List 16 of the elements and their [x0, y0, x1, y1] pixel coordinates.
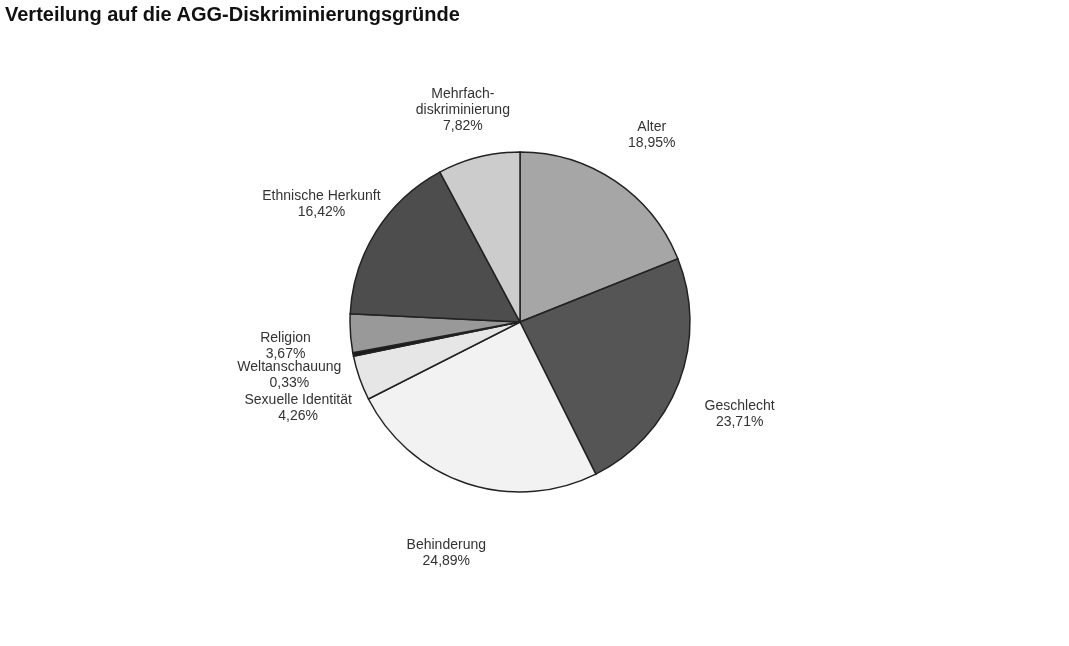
slice-label: Sexuelle Identität: [244, 390, 352, 407]
data-label: 23,71%: [715, 412, 764, 429]
slice-label: Ethnische Herkunft: [262, 187, 381, 204]
data-label: 7,82%: [443, 117, 483, 134]
data-label: 24,89%: [422, 552, 471, 569]
data-label: 0,33%: [269, 373, 310, 390]
data-label: 18,95%: [627, 134, 676, 151]
data-label: 4,26%: [278, 406, 319, 423]
chart-title: Verteilung auf die AGG-Diskriminierungsgründe: [5, 3, 460, 25]
data-label: 16,42%: [297, 203, 346, 220]
slice-label: Alter: [637, 118, 667, 135]
data-label: 3,67%: [265, 344, 306, 361]
slice-label: Mehrfach- diskriminierung: [415, 85, 510, 118]
slice-label: Geschlecht: [704, 396, 775, 413]
slice-label: Behinderung: [406, 536, 486, 553]
slice-label: Religion: [260, 328, 311, 345]
